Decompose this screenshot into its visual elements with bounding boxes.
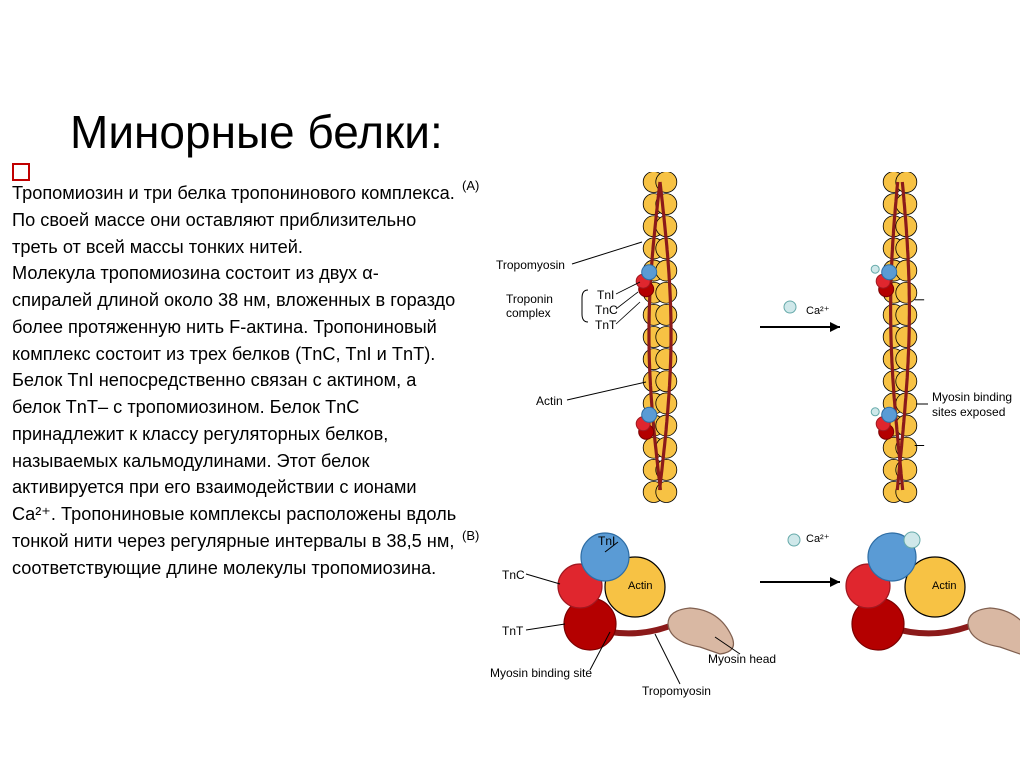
myosin-head-label: Myosin head (708, 652, 776, 666)
actin-label-a: Actin (536, 394, 563, 408)
panel-a-label: (A) (462, 178, 479, 193)
body-paragraph: Тропомиозин и три белка тропонинового ко… (12, 180, 457, 581)
tni-label-b: TnI (598, 534, 615, 548)
tni-label-a: TnI (597, 288, 614, 302)
myosin-binding-site-label: Myosin binding site (490, 666, 592, 680)
bullet-marker (12, 163, 30, 181)
panel-b-label: (B) (462, 528, 479, 543)
tnt-label-b: TnT (502, 624, 523, 638)
tnt-label-a: TnT (595, 318, 616, 332)
tropomyosin-label-b: Tropomyosin (642, 684, 711, 698)
ca-label-a: Ca²⁺ (806, 304, 830, 317)
ca-label-b: Ca²⁺ (806, 532, 830, 545)
myosin-sites-label: Myosin binding sites exposed (932, 390, 1012, 420)
diagram-svg (460, 172, 1020, 717)
tnc-label-b: TnC (502, 568, 525, 582)
actin-label-b2: Actin (932, 580, 956, 592)
tnc-label-a: TnC (595, 303, 618, 317)
diagram-container: (A) Tropomyosin Troponin complex TnI TnC… (460, 172, 1020, 717)
troponin-complex-label: Troponin complex (506, 292, 553, 321)
tropomyosin-label: Tropomyosin (496, 258, 565, 272)
page-title: Минорные белки: (70, 105, 443, 159)
actin-label-b1: Actin (628, 580, 652, 592)
